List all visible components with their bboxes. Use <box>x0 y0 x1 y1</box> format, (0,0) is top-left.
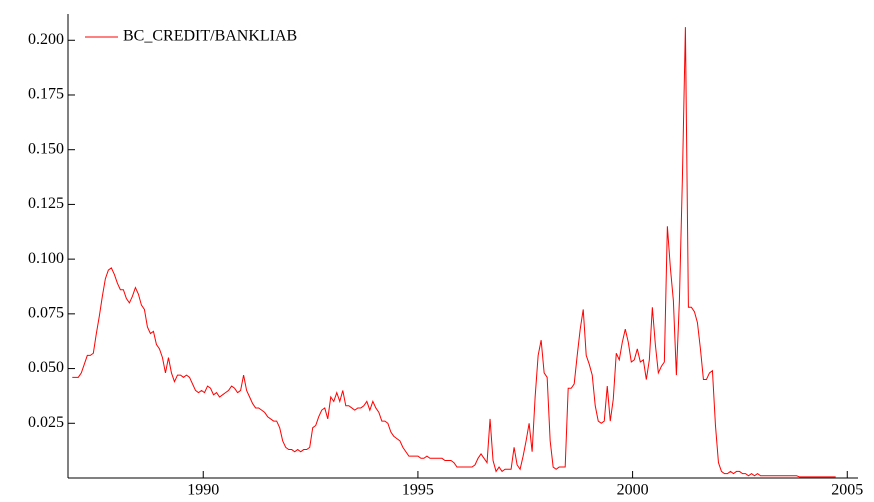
y-tick-label: 0.100 <box>28 250 64 267</box>
y-tick-label: 0.075 <box>28 305 64 322</box>
y-tick-label: 0.050 <box>28 359 64 376</box>
legend-label: BC_CREDIT/BANKLIAB <box>123 28 297 45</box>
x-tick-label: 2005 <box>831 482 863 499</box>
y-tick-label: 0.175 <box>28 86 64 103</box>
x-tick-label: 2000 <box>617 482 649 499</box>
y-tick-label: 0.200 <box>28 31 64 48</box>
y-tick-label: 0.125 <box>28 195 64 212</box>
data-line <box>72 27 836 478</box>
y-tick-label: 0.025 <box>28 414 64 431</box>
x-tick-label: 1995 <box>402 482 434 499</box>
x-tick-label: 1990 <box>187 482 219 499</box>
y-tick-label: 0.150 <box>28 140 64 157</box>
